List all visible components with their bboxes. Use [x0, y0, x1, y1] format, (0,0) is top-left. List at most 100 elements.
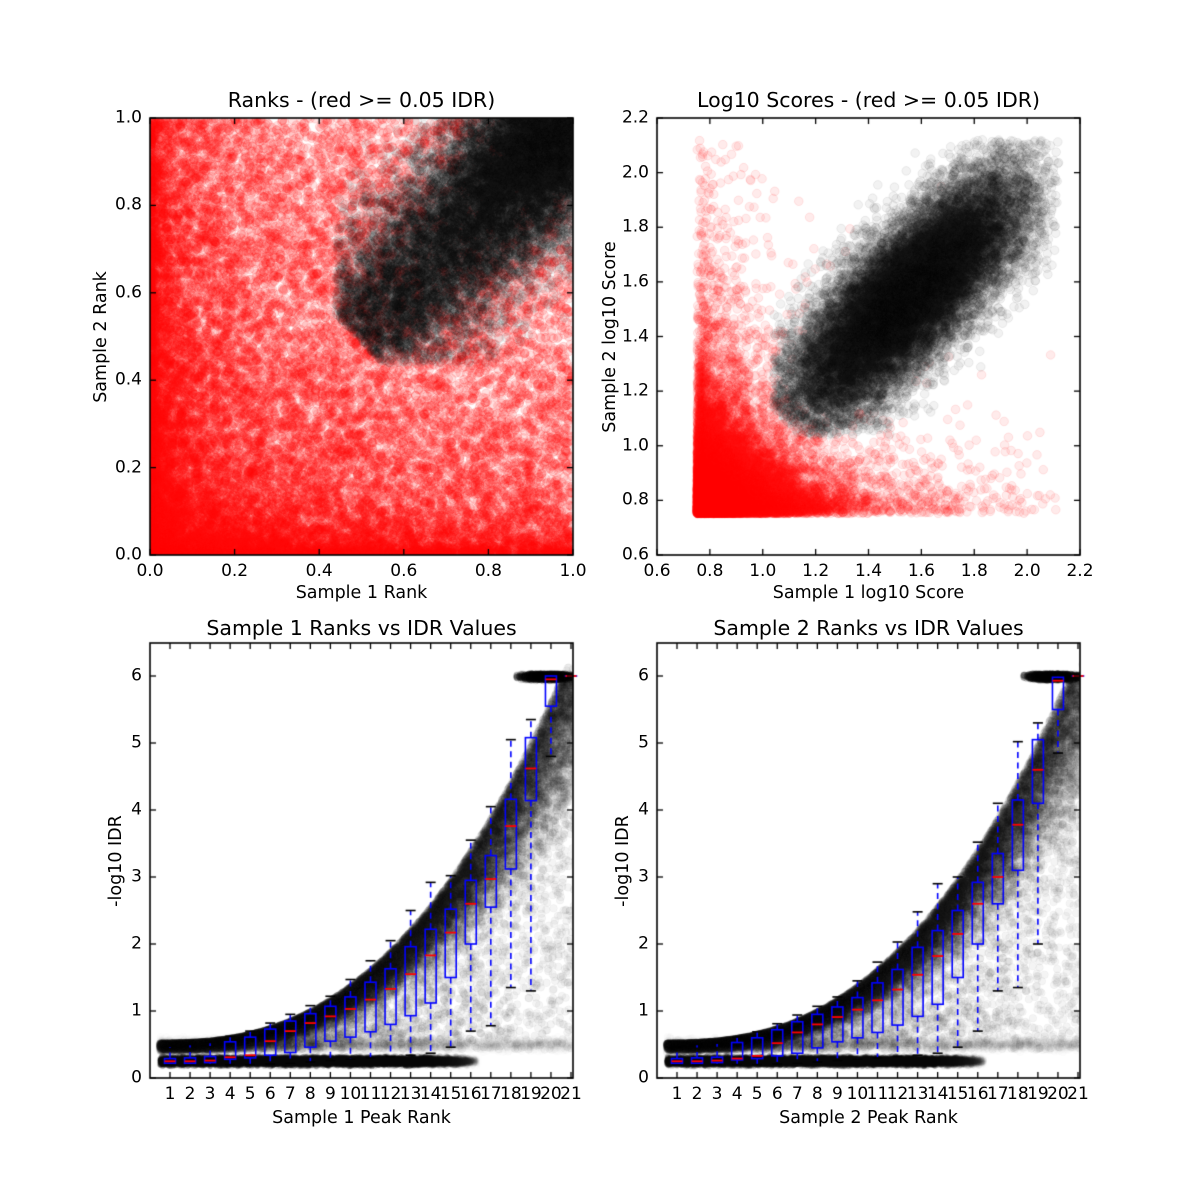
- x-tick-label: 5: [244, 1084, 256, 1104]
- ylabel-sample2-rank: Sample 2 Rank: [91, 270, 111, 403]
- ylabel-neg-log10-idr-right: -log10 IDR: [613, 814, 633, 907]
- x-tick-label: 20: [1047, 1084, 1069, 1104]
- y-tick-label: 0: [131, 1067, 142, 1088]
- x-tick-label: 7: [791, 1084, 803, 1104]
- x-tick-label: 1.0: [559, 561, 587, 581]
- subplot-scores-title: Log10 Scores - (red >= 0.05 IDR): [697, 88, 1040, 112]
- y-tick-label: 2: [638, 933, 649, 954]
- y-tick-label: 0.8: [621, 489, 649, 510]
- ylabel-neg-log10-idr-left: -log10 IDR: [106, 814, 126, 907]
- y-tick-label: 5: [131, 732, 142, 753]
- y-tick-label: 0.6: [114, 282, 142, 303]
- y-tick-label: 0.8: [114, 194, 142, 215]
- y-tick-label: 1.2: [621, 380, 649, 401]
- x-tick-label: 9: [831, 1084, 843, 1104]
- x-tick-label: 15: [946, 1084, 969, 1104]
- x-tick-label: 6: [264, 1084, 276, 1104]
- y-tick-label: 4: [131, 799, 142, 820]
- x-tick-label: 1.4: [854, 561, 883, 581]
- x-tick-label: 11: [866, 1084, 889, 1104]
- xlabel-sample1-peak-rank: Sample 1 Peak Rank: [272, 1108, 451, 1128]
- y-tick-label: 5: [638, 732, 649, 753]
- x-tick-label: 21: [560, 1084, 582, 1104]
- y-tick-label: 1: [638, 1000, 649, 1021]
- y-tick-label: 1.6: [621, 271, 649, 292]
- x-tick-label: 1: [671, 1084, 683, 1104]
- x-tick-label: 14: [926, 1084, 949, 1104]
- y-tick-label: 0.2: [114, 457, 142, 478]
- y-tick-label: 1.0: [114, 107, 142, 128]
- x-tick-label: 1.6: [907, 561, 935, 581]
- x-tick-label: 18: [1007, 1084, 1029, 1104]
- x-tick-label: 1.2: [802, 561, 830, 581]
- y-tick-label: 4: [638, 799, 649, 820]
- x-tick-label: 0.8: [474, 561, 502, 581]
- x-tick-label: 3: [711, 1084, 723, 1104]
- x-tick-label: 9: [324, 1084, 336, 1104]
- x-tick-label: 2: [691, 1084, 703, 1104]
- x-tick-label: 12: [379, 1084, 402, 1104]
- y-tick-label: 1.4: [621, 326, 649, 346]
- x-tick-label: 0.4: [305, 561, 333, 581]
- xlabel-sample2-peak-rank: Sample 2 Peak Rank: [779, 1108, 958, 1128]
- x-tick-label: 0.2: [221, 561, 249, 581]
- x-tick-label: 14: [419, 1084, 442, 1104]
- x-tick-label: 10: [846, 1084, 869, 1104]
- y-tick-label: 0: [638, 1067, 649, 1088]
- y-tick-label: 3: [131, 866, 142, 887]
- y-tick-label: 0.4: [114, 369, 142, 390]
- x-tick-label: 0.0: [136, 561, 164, 581]
- x-tick-label: 18: [500, 1084, 522, 1104]
- x-tick-label: 0.8: [696, 561, 724, 581]
- x-tick-label: 3: [204, 1084, 216, 1104]
- x-tick-label: 2.0: [1013, 561, 1041, 581]
- x-tick-label: 1.8: [960, 561, 988, 581]
- x-tick-label: 7: [284, 1084, 296, 1104]
- x-tick-label: 2.2: [1066, 561, 1094, 581]
- y-tick-label: 1.8: [621, 216, 649, 237]
- y-tick-label: 6: [638, 665, 649, 686]
- x-tick-label: 19: [1027, 1084, 1049, 1104]
- x-tick-label: 0.6: [643, 561, 671, 581]
- x-tick-label: 13: [399, 1084, 422, 1104]
- subplot-sample1-idr-title: Sample 1 Ranks vs IDR Values: [206, 616, 517, 640]
- ylabel-sample2-log10-score: Sample 2 log10 Score: [600, 240, 620, 433]
- xlabel-sample1-rank: Sample 1 Rank: [295, 583, 428, 603]
- x-tick-label: 15: [439, 1084, 462, 1104]
- x-tick-label: 6: [771, 1084, 783, 1104]
- x-tick-label: 16: [459, 1084, 482, 1104]
- x-tick-label: 2: [184, 1084, 196, 1104]
- y-tick-label: 0.6: [621, 544, 649, 565]
- x-tick-label: 0.6: [390, 561, 418, 581]
- subplot-ranks-title: Ranks - (red >= 0.05 IDR): [227, 88, 496, 112]
- x-tick-label: 1: [164, 1084, 176, 1104]
- x-tick-label: 5: [751, 1084, 763, 1104]
- y-tick-label: 1: [131, 1000, 142, 1021]
- x-tick-label: 11: [359, 1084, 382, 1104]
- x-tick-label: 8: [811, 1084, 823, 1104]
- x-tick-label: 17: [986, 1084, 1009, 1104]
- y-tick-label: 3: [638, 866, 649, 887]
- subplot-sample2-idr-title: Sample 2 Ranks vs IDR Values: [713, 616, 1024, 640]
- x-tick-label: 19: [520, 1084, 542, 1104]
- x-tick-label: 16: [966, 1084, 989, 1104]
- y-tick-label: 6: [131, 665, 142, 686]
- x-tick-label: 17: [479, 1084, 502, 1104]
- y-tick-label: 2.0: [621, 162, 649, 183]
- y-tick-label: 0.0: [114, 544, 142, 565]
- y-tick-label: 2: [131, 933, 142, 954]
- y-tick-label: 1.0: [621, 435, 649, 456]
- x-tick-label: 20: [540, 1084, 562, 1104]
- x-tick-label: 12: [886, 1084, 909, 1104]
- y-tick-label: 2.2: [621, 107, 649, 128]
- x-tick-label: 10: [339, 1084, 362, 1104]
- x-tick-label: 13: [906, 1084, 929, 1104]
- x-tick-label: 8: [304, 1084, 316, 1104]
- xlabel-sample1-log10-score: Sample 1 log10 Score: [772, 583, 965, 603]
- x-tick-label: 21: [1067, 1084, 1089, 1104]
- x-tick-label: 1.0: [749, 561, 777, 581]
- x-tick-label: 4: [224, 1084, 236, 1104]
- x-tick-label: 4: [731, 1084, 743, 1104]
